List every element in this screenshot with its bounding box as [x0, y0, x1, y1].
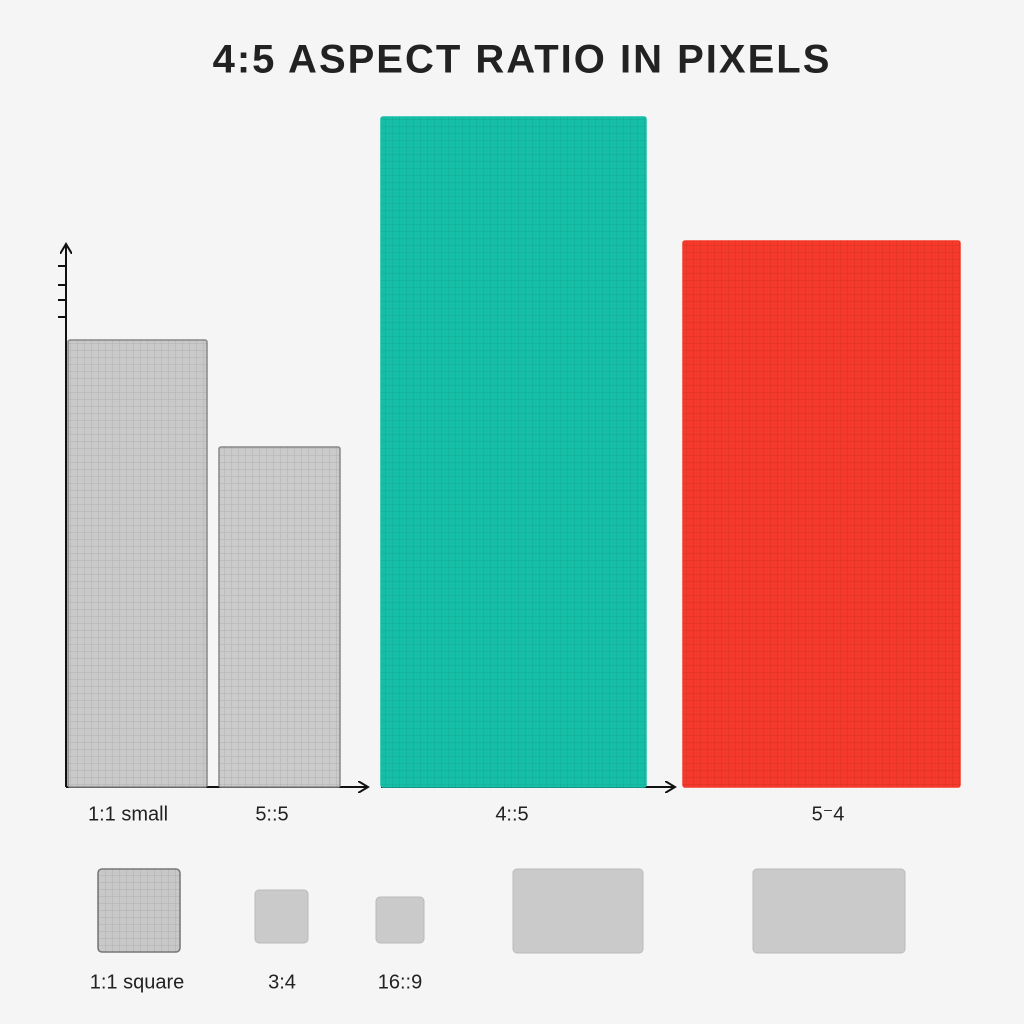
bar	[380, 116, 647, 788]
thumbnail-texture	[98, 869, 180, 952]
thumbnail	[512, 868, 644, 954]
bar	[682, 240, 961, 788]
thumbnail	[752, 868, 906, 954]
bar	[218, 446, 341, 788]
x-tick-label: 5⁻4	[812, 803, 845, 825]
thumbnail-label: 1:1 square	[90, 971, 185, 993]
x-tick-label: 5::5	[255, 803, 288, 825]
bar	[67, 339, 208, 788]
thumbnail-label: 3:4	[268, 971, 296, 993]
x-tick-label: 4::5	[495, 803, 528, 825]
thumbnail	[375, 896, 425, 944]
thumbnail-label: 16::9	[378, 971, 422, 993]
thumbnail	[254, 889, 309, 944]
chart-title: 4:5 ASPECT RATIO IN PIXELS	[213, 38, 832, 82]
x-tick-label: 1:1 small	[88, 803, 168, 825]
